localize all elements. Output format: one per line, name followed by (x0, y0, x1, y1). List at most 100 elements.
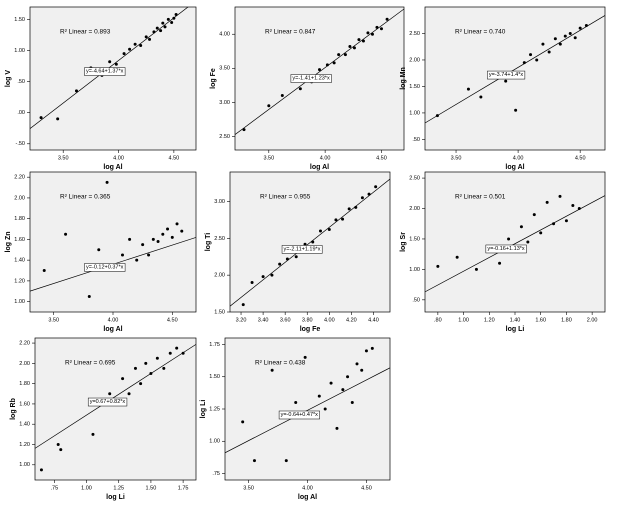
panel: 2.50 3.00 3.50 4.00 3.50 4.00 4.50 log Al log Fe… (210, 6, 405, 171)
point (270, 273, 274, 277)
y-tick-label: 2.50 (409, 31, 420, 37)
point (337, 53, 341, 57)
x-axis-label: log Al (310, 164, 329, 171)
y-tick-label: 1.80 (14, 216, 25, 222)
equation-label: y=-0.64+0.47*x (281, 412, 319, 418)
y-tick-label: 1.00 (409, 267, 420, 273)
point (181, 351, 185, 355)
y-tick-label: 2.20 (19, 341, 30, 347)
point (545, 200, 549, 204)
point (121, 377, 125, 381)
y-axis-label: log Zn (5, 232, 12, 253)
point (385, 17, 389, 21)
point (374, 185, 378, 189)
equation-label: y=-0.12+0.37*x (86, 264, 124, 270)
r2-label: R² Linear = 0.847 (265, 29, 316, 36)
r2-label: R² Linear = 0.893 (60, 29, 111, 36)
y-tick-label: 2.50 (219, 134, 230, 140)
y-axis-label: log Li (200, 400, 207, 419)
point (280, 94, 284, 98)
y-tick-label: 2.00 (14, 195, 25, 201)
point (97, 248, 101, 252)
y-tick-label: 1.40 (19, 422, 30, 428)
point (303, 355, 307, 359)
y-axis-label: log Rb (10, 398, 17, 420)
x-axis-label: log Al (298, 494, 317, 501)
point (507, 237, 511, 241)
point (526, 240, 530, 244)
y-tick-label: .50 (17, 79, 25, 85)
y-tick-label: 1.20 (14, 278, 25, 284)
plot-area (34, 337, 197, 481)
fit-line (30, 7, 189, 129)
point (168, 351, 172, 355)
x-tick-label: 4.40 (368, 317, 379, 323)
y-tick-label: 1.60 (19, 401, 30, 407)
point (357, 38, 361, 42)
point (346, 375, 350, 379)
point (370, 346, 374, 350)
y-axis-label: log Ti (205, 233, 212, 252)
point (568, 31, 572, 35)
point (163, 25, 167, 29)
point (267, 104, 271, 108)
x-tick-label: 3.60 (280, 317, 291, 323)
equation-box (485, 244, 527, 254)
r2-label: R² Linear = 0.365 (60, 194, 111, 201)
point (161, 21, 165, 25)
y-tick-label: 1.00 (209, 439, 220, 445)
x-tick-label: 1.75 (178, 485, 189, 491)
y-tick-label: .00 (17, 110, 25, 116)
point (114, 62, 118, 66)
fit-line (230, 178, 390, 307)
point (361, 39, 365, 43)
x-tick-label: 1.25 (113, 485, 124, 491)
y-tick-label: -.50 (16, 141, 25, 147)
point (532, 213, 536, 217)
point (284, 459, 288, 463)
equation-label: y=-0.16+1.13*x (487, 246, 525, 252)
point (155, 26, 159, 30)
y-tick-label: 1.25 (209, 406, 220, 412)
point (128, 237, 132, 241)
point (139, 44, 143, 48)
point (174, 12, 178, 16)
point (514, 108, 518, 112)
y-tick-label: 2.00 (214, 273, 225, 279)
point (341, 388, 345, 392)
x-tick-label: 3.50 (243, 485, 254, 491)
point (584, 24, 588, 28)
point (303, 242, 307, 246)
fit-line (425, 15, 605, 124)
panel: 1.50 2.00 2.50 3.00 3.20 3.40 3.60 3.80 4.00 4.20… (205, 171, 391, 333)
point (141, 243, 145, 247)
point (577, 207, 581, 211)
point (166, 17, 170, 21)
point (39, 116, 43, 120)
point (56, 443, 60, 446)
point (318, 68, 321, 72)
point (144, 361, 148, 365)
point (261, 275, 265, 279)
point (175, 346, 179, 350)
point (120, 253, 124, 257)
point (436, 264, 440, 268)
point (147, 253, 151, 257)
point (379, 27, 383, 31)
point (241, 303, 245, 307)
point (133, 42, 137, 46)
point (122, 52, 126, 56)
x-tick-label: .75 (50, 485, 58, 491)
point (317, 394, 321, 398)
y-tick-label: 2.00 (409, 206, 420, 212)
point (552, 222, 556, 226)
plot-area (29, 171, 197, 313)
point (172, 16, 176, 20)
plot-area (224, 337, 391, 481)
y-tick-label: .50 (412, 137, 420, 143)
y-tick-label: 2.50 (409, 176, 420, 182)
point (64, 232, 68, 236)
x-tick-label: 2.00 (587, 317, 598, 323)
point (323, 407, 327, 411)
